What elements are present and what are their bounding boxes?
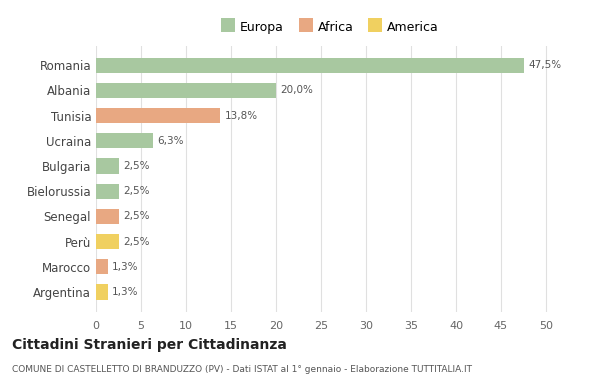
Bar [96, 259, 108, 274]
Text: 2,5%: 2,5% [123, 186, 149, 196]
Bar [96, 158, 119, 174]
Text: 2,5%: 2,5% [123, 237, 149, 247]
Text: 1,3%: 1,3% [112, 287, 139, 297]
Bar [96, 234, 119, 249]
Bar [96, 108, 220, 123]
Bar [96, 284, 108, 299]
Text: Cittadini Stranieri per Cittadinanza: Cittadini Stranieri per Cittadinanza [12, 338, 287, 352]
Bar [96, 209, 119, 224]
Legend: Europa, Africa, America: Europa, Africa, America [221, 21, 439, 34]
Text: 2,5%: 2,5% [123, 211, 149, 222]
Bar [96, 184, 119, 199]
Text: 13,8%: 13,8% [225, 111, 258, 120]
Bar [96, 58, 523, 73]
Bar [96, 133, 152, 148]
Text: 47,5%: 47,5% [528, 60, 561, 70]
Text: COMUNE DI CASTELLETTO DI BRANDUZZO (PV) - Dati ISTAT al 1° gennaio - Elaborazion: COMUNE DI CASTELLETTO DI BRANDUZZO (PV) … [12, 365, 472, 374]
Text: 1,3%: 1,3% [112, 262, 139, 272]
Bar [96, 83, 276, 98]
Text: 2,5%: 2,5% [123, 161, 149, 171]
Text: 20,0%: 20,0% [281, 86, 313, 95]
Text: 6,3%: 6,3% [157, 136, 184, 146]
